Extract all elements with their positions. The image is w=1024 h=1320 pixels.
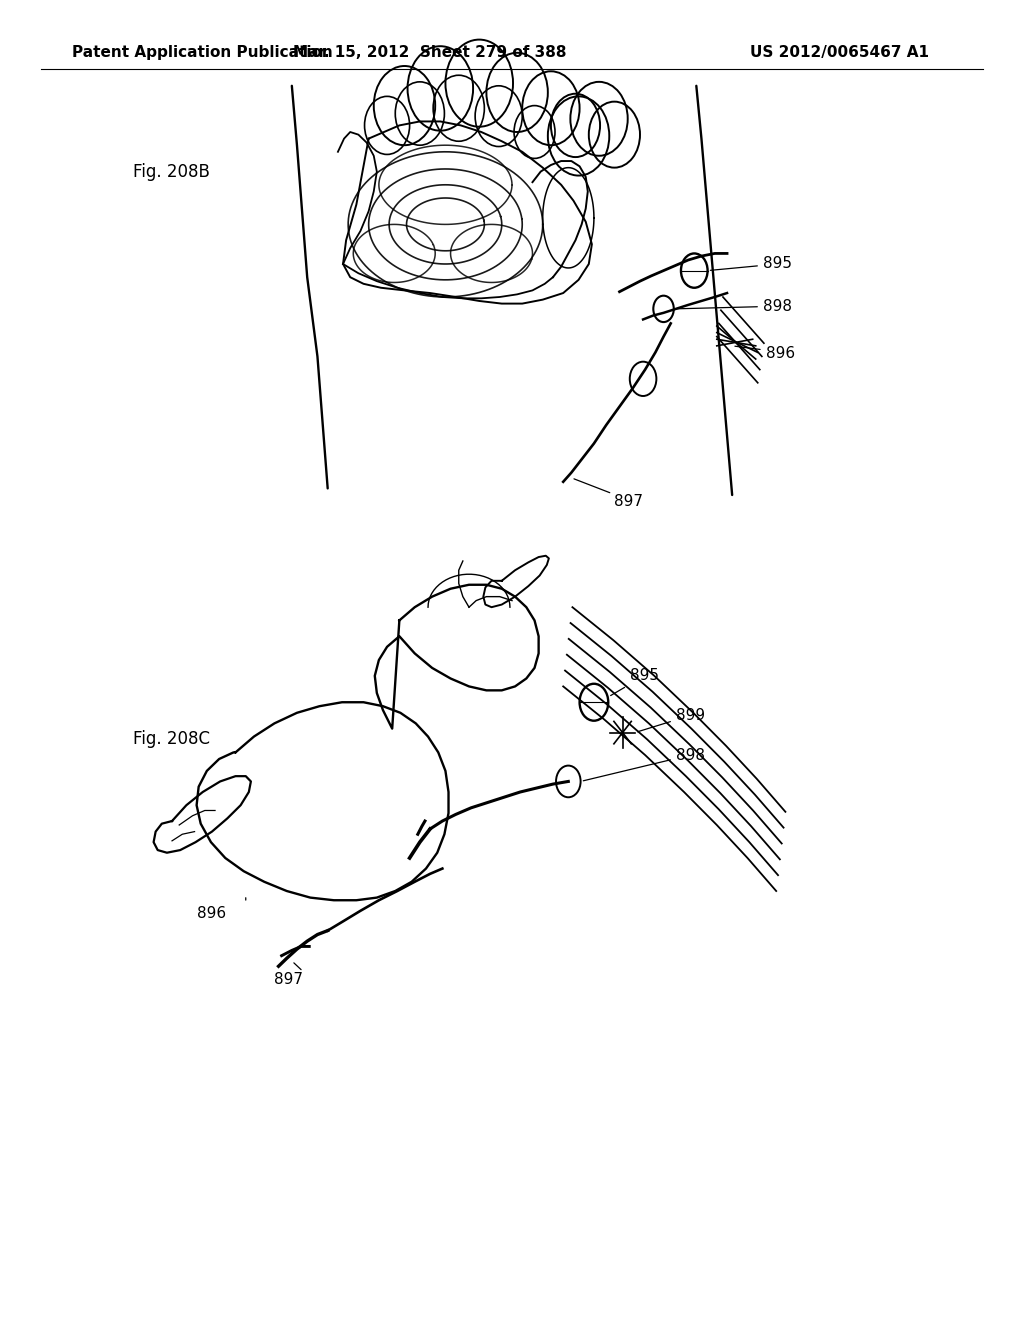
Text: 895: 895: [711, 256, 792, 272]
Text: Fig. 208B: Fig. 208B: [133, 162, 210, 181]
Text: Patent Application Publication: Patent Application Publication: [72, 45, 333, 61]
Text: 896: 896: [766, 346, 795, 362]
Text: US 2012/0065467 A1: US 2012/0065467 A1: [751, 45, 929, 61]
Text: 896: 896: [197, 906, 225, 921]
Text: 898: 898: [584, 747, 705, 781]
Text: 898: 898: [677, 298, 792, 314]
Text: 897: 897: [614, 494, 643, 510]
Text: 899: 899: [638, 708, 705, 731]
Text: Fig. 208C: Fig. 208C: [133, 730, 210, 748]
Text: 897: 897: [274, 972, 303, 987]
Text: 895: 895: [610, 668, 658, 696]
Text: Mar. 15, 2012  Sheet 279 of 388: Mar. 15, 2012 Sheet 279 of 388: [293, 45, 567, 61]
